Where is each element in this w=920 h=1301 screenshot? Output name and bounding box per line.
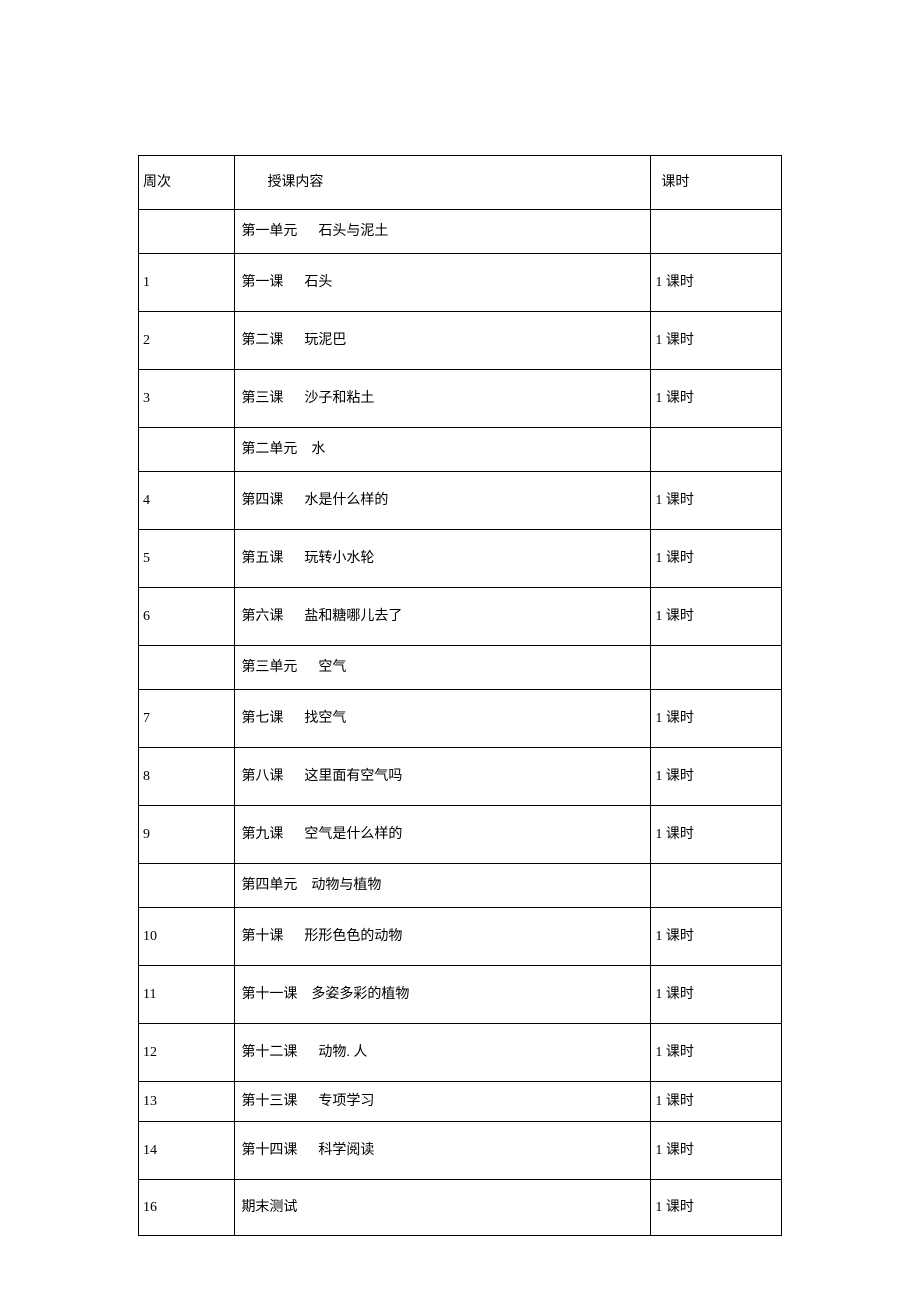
cell-content: 第三课 沙子和粘土 bbox=[235, 370, 651, 428]
table-row: 6第六课 盐和糖哪儿去了1 课时 bbox=[139, 588, 782, 646]
cell-week bbox=[139, 210, 235, 254]
table-body: 周次 授课内容 课时 第一单元 石头与泥土1第一课 石头1 课时2第二课 玩泥巴… bbox=[139, 156, 782, 1236]
cell-week bbox=[139, 646, 235, 690]
cell-week: 2 bbox=[139, 312, 235, 370]
cell-content: 第八课 这里面有空气吗 bbox=[235, 748, 651, 806]
table-row: 11第十一课 多姿多彩的植物1 课时 bbox=[139, 966, 782, 1024]
table-row: 7第七课 找空气1 课时 bbox=[139, 690, 782, 748]
schedule-table: 周次 授课内容 课时 第一单元 石头与泥土1第一课 石头1 课时2第二课 玩泥巴… bbox=[138, 155, 782, 1236]
cell-hours bbox=[651, 646, 782, 690]
cell-content: 第四课 水是什么样的 bbox=[235, 472, 651, 530]
cell-content: 第五课 玩转小水轮 bbox=[235, 530, 651, 588]
cell-week bbox=[139, 864, 235, 908]
cell-hours: 1 课时 bbox=[651, 1082, 782, 1122]
header-week: 周次 bbox=[139, 156, 235, 210]
table-row: 第一单元 石头与泥土 bbox=[139, 210, 782, 254]
cell-week: 4 bbox=[139, 472, 235, 530]
cell-week: 6 bbox=[139, 588, 235, 646]
cell-week: 16 bbox=[139, 1180, 235, 1236]
table-row: 16期末测试1 课时 bbox=[139, 1180, 782, 1236]
table-row: 10第十课 形形色色的动物1 课时 bbox=[139, 908, 782, 966]
cell-week: 11 bbox=[139, 966, 235, 1024]
cell-hours: 1 课时 bbox=[651, 312, 782, 370]
cell-content: 第七课 找空气 bbox=[235, 690, 651, 748]
table-row: 第三单元 空气 bbox=[139, 646, 782, 690]
cell-content: 第三单元 空气 bbox=[235, 646, 651, 690]
cell-content: 第十三课 专项学习 bbox=[235, 1082, 651, 1122]
cell-hours: 1 课时 bbox=[651, 472, 782, 530]
table-row: 3第三课 沙子和粘土1 课时 bbox=[139, 370, 782, 428]
table-header-row: 周次 授课内容 课时 bbox=[139, 156, 782, 210]
cell-hours: 1 课时 bbox=[651, 806, 782, 864]
table-row: 13第十三课 专项学习1 课时 bbox=[139, 1082, 782, 1122]
table-row: 9第九课 空气是什么样的1 课时 bbox=[139, 806, 782, 864]
table-row: 第二单元 水 bbox=[139, 428, 782, 472]
cell-week bbox=[139, 428, 235, 472]
cell-hours: 1 课时 bbox=[651, 1024, 782, 1082]
cell-hours bbox=[651, 428, 782, 472]
table-row: 8第八课 这里面有空气吗1 课时 bbox=[139, 748, 782, 806]
cell-content: 第十二课 动物. 人 bbox=[235, 1024, 651, 1082]
cell-hours: 1 课时 bbox=[651, 748, 782, 806]
cell-week: 8 bbox=[139, 748, 235, 806]
table-row: 4第四课 水是什么样的1 课时 bbox=[139, 472, 782, 530]
cell-content: 第六课 盐和糖哪儿去了 bbox=[235, 588, 651, 646]
cell-week: 1 bbox=[139, 254, 235, 312]
cell-hours: 1 课时 bbox=[651, 908, 782, 966]
table-row: 1第一课 石头1 课时 bbox=[139, 254, 782, 312]
cell-content: 第十一课 多姿多彩的植物 bbox=[235, 966, 651, 1024]
cell-hours: 1 课时 bbox=[651, 1180, 782, 1236]
cell-content: 第九课 空气是什么样的 bbox=[235, 806, 651, 864]
cell-hours: 1 课时 bbox=[651, 966, 782, 1024]
cell-content: 第一单元 石头与泥土 bbox=[235, 210, 651, 254]
cell-hours: 1 课时 bbox=[651, 1122, 782, 1180]
cell-week: 12 bbox=[139, 1024, 235, 1082]
cell-hours: 1 课时 bbox=[651, 690, 782, 748]
cell-hours: 1 课时 bbox=[651, 254, 782, 312]
cell-content: 第二课 玩泥巴 bbox=[235, 312, 651, 370]
cell-week: 7 bbox=[139, 690, 235, 748]
cell-week: 14 bbox=[139, 1122, 235, 1180]
cell-week: 13 bbox=[139, 1082, 235, 1122]
cell-week: 10 bbox=[139, 908, 235, 966]
cell-hours bbox=[651, 864, 782, 908]
cell-week: 5 bbox=[139, 530, 235, 588]
cell-content: 第一课 石头 bbox=[235, 254, 651, 312]
table-row: 2第二课 玩泥巴1 课时 bbox=[139, 312, 782, 370]
cell-week: 9 bbox=[139, 806, 235, 864]
header-content: 授课内容 bbox=[235, 156, 651, 210]
cell-content: 第二单元 水 bbox=[235, 428, 651, 472]
cell-content: 第四单元 动物与植物 bbox=[235, 864, 651, 908]
cell-content: 第十四课 科学阅读 bbox=[235, 1122, 651, 1180]
cell-hours: 1 课时 bbox=[651, 370, 782, 428]
cell-content: 第十课 形形色色的动物 bbox=[235, 908, 651, 966]
cell-hours: 1 课时 bbox=[651, 530, 782, 588]
cell-content: 期末测试 bbox=[235, 1180, 651, 1236]
table-row: 第四单元 动物与植物 bbox=[139, 864, 782, 908]
header-hours: 课时 bbox=[651, 156, 782, 210]
table-row: 12第十二课 动物. 人1 课时 bbox=[139, 1024, 782, 1082]
cell-week: 3 bbox=[139, 370, 235, 428]
cell-hours bbox=[651, 210, 782, 254]
cell-hours: 1 课时 bbox=[651, 588, 782, 646]
table-row: 14第十四课 科学阅读1 课时 bbox=[139, 1122, 782, 1180]
table-row: 5第五课 玩转小水轮1 课时 bbox=[139, 530, 782, 588]
